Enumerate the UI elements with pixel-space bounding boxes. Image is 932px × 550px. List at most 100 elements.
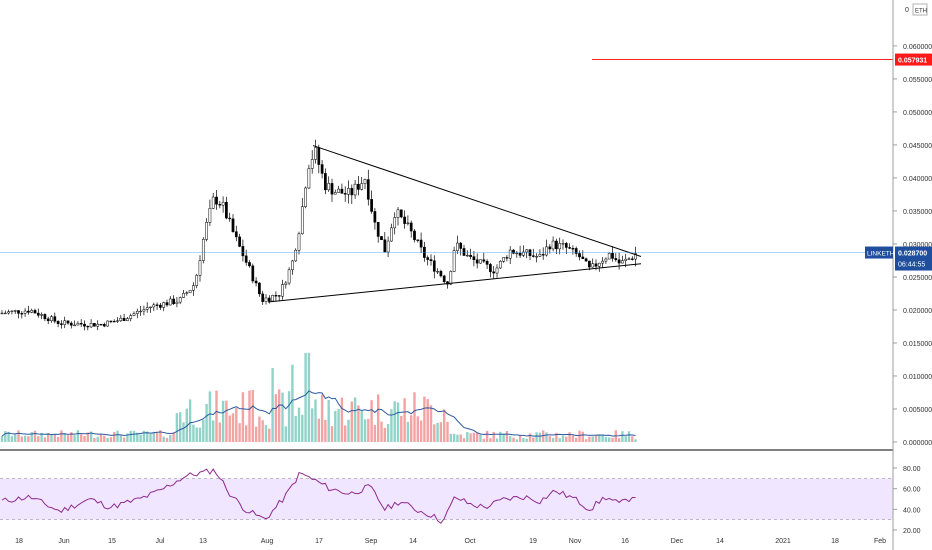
- chart-overlays: [0, 59, 893, 303]
- volume-bar: [377, 394, 380, 442]
- volume-bar: [155, 432, 159, 442]
- candle: [307, 168, 311, 189]
- candle: [472, 256, 476, 260]
- candle: [192, 285, 195, 291]
- candle: [601, 260, 604, 264]
- volume-bar: [518, 435, 522, 442]
- candle: [614, 258, 618, 261]
- volume-bar: [264, 425, 268, 442]
- price-tick-label: 0.000000: [903, 440, 932, 447]
- candle: [479, 259, 482, 264]
- volume-bar: [578, 430, 581, 442]
- volume-bar: [604, 436, 608, 442]
- volume-bar: [291, 364, 294, 442]
- candle: [261, 293, 265, 302]
- volume-bar: [591, 436, 594, 442]
- volume-bar: [93, 437, 96, 442]
- volume-bar: [469, 433, 472, 442]
- time-tick-label: 13: [199, 538, 207, 545]
- volume-bar: [212, 420, 215, 442]
- volume-series: [0, 352, 637, 442]
- time-tick-label: 17: [315, 538, 323, 545]
- volume-bar: [344, 425, 347, 442]
- candle: [69, 322, 73, 326]
- candle: [310, 159, 314, 169]
- volume-bar: [60, 430, 63, 442]
- volume-bar: [14, 434, 17, 442]
- candle: [300, 206, 304, 235]
- currency-badge: [912, 3, 928, 16]
- candle: [347, 188, 350, 195]
- candle: [162, 302, 166, 308]
- volume-bar: [63, 432, 66, 442]
- candle: [508, 249, 512, 259]
- volume-bar: [129, 430, 132, 442]
- candle: [225, 201, 228, 219]
- volume-bar: [340, 397, 344, 442]
- candle: [43, 314, 47, 320]
- candle: [149, 306, 152, 309]
- candle: [297, 233, 301, 251]
- candle: [112, 320, 116, 323]
- volume-bar: [139, 434, 142, 442]
- time-tick-label: Jun: [58, 538, 69, 545]
- volume-bar: [294, 415, 297, 442]
- volume-bar: [251, 390, 254, 442]
- candle: [469, 254, 472, 257]
- volume-bar: [278, 389, 281, 442]
- volume-bar: [581, 431, 584, 442]
- volume-bar: [545, 432, 548, 442]
- candle: [482, 259, 486, 262]
- volume-bar: [485, 430, 489, 442]
- alert-price-badge: [895, 53, 932, 66]
- candle: [515, 252, 519, 255]
- candle: [604, 258, 608, 262]
- price-tick-label: 0.040000: [903, 176, 932, 183]
- volume-bar: [297, 407, 301, 442]
- volume-bar: [258, 416, 261, 442]
- candle: [489, 264, 492, 273]
- volume-bar: [324, 419, 327, 442]
- volume-bar: [571, 435, 575, 442]
- candle: [498, 261, 502, 269]
- volume-bar: [122, 437, 126, 442]
- volume-bar: [466, 432, 469, 442]
- candle: [436, 271, 439, 273]
- candle: [548, 246, 552, 250]
- candle: [287, 269, 291, 284]
- volume-bar: [152, 431, 155, 442]
- countdown-label: 06:44:55: [898, 262, 925, 269]
- rsi-panel: [0, 468, 893, 524]
- candle: [634, 253, 637, 260]
- candle: [17, 310, 20, 314]
- volume-bar: [307, 352, 311, 442]
- candle: [512, 249, 515, 254]
- volume-bar: [245, 425, 248, 442]
- volume-bar: [241, 392, 245, 442]
- candle: [66, 320, 70, 324]
- volume-ma-line: [1, 390, 636, 437]
- candle: [102, 324, 106, 327]
- volume-bar: [235, 407, 238, 442]
- candle: [360, 183, 364, 190]
- symbol-label: LINKETH: [867, 251, 895, 258]
- candle: [380, 236, 383, 241]
- volume-bar: [452, 433, 456, 442]
- volume-bar: [311, 408, 314, 442]
- volume-bar: [221, 400, 225, 442]
- candle: [525, 249, 529, 253]
- candle: [175, 301, 179, 304]
- candle: [182, 293, 185, 298]
- rsi-tick-label: 40.00: [903, 507, 921, 514]
- volume-bar: [489, 438, 492, 442]
- candle: [172, 298, 175, 304]
- candle: [93, 323, 96, 327]
- candle: [366, 179, 370, 200]
- currency-label: ETH: [915, 9, 927, 15]
- candle: [617, 259, 621, 264]
- volume-bar: [538, 432, 542, 442]
- candle: [419, 239, 423, 248]
- candle: [86, 325, 90, 328]
- candle: [76, 323, 80, 326]
